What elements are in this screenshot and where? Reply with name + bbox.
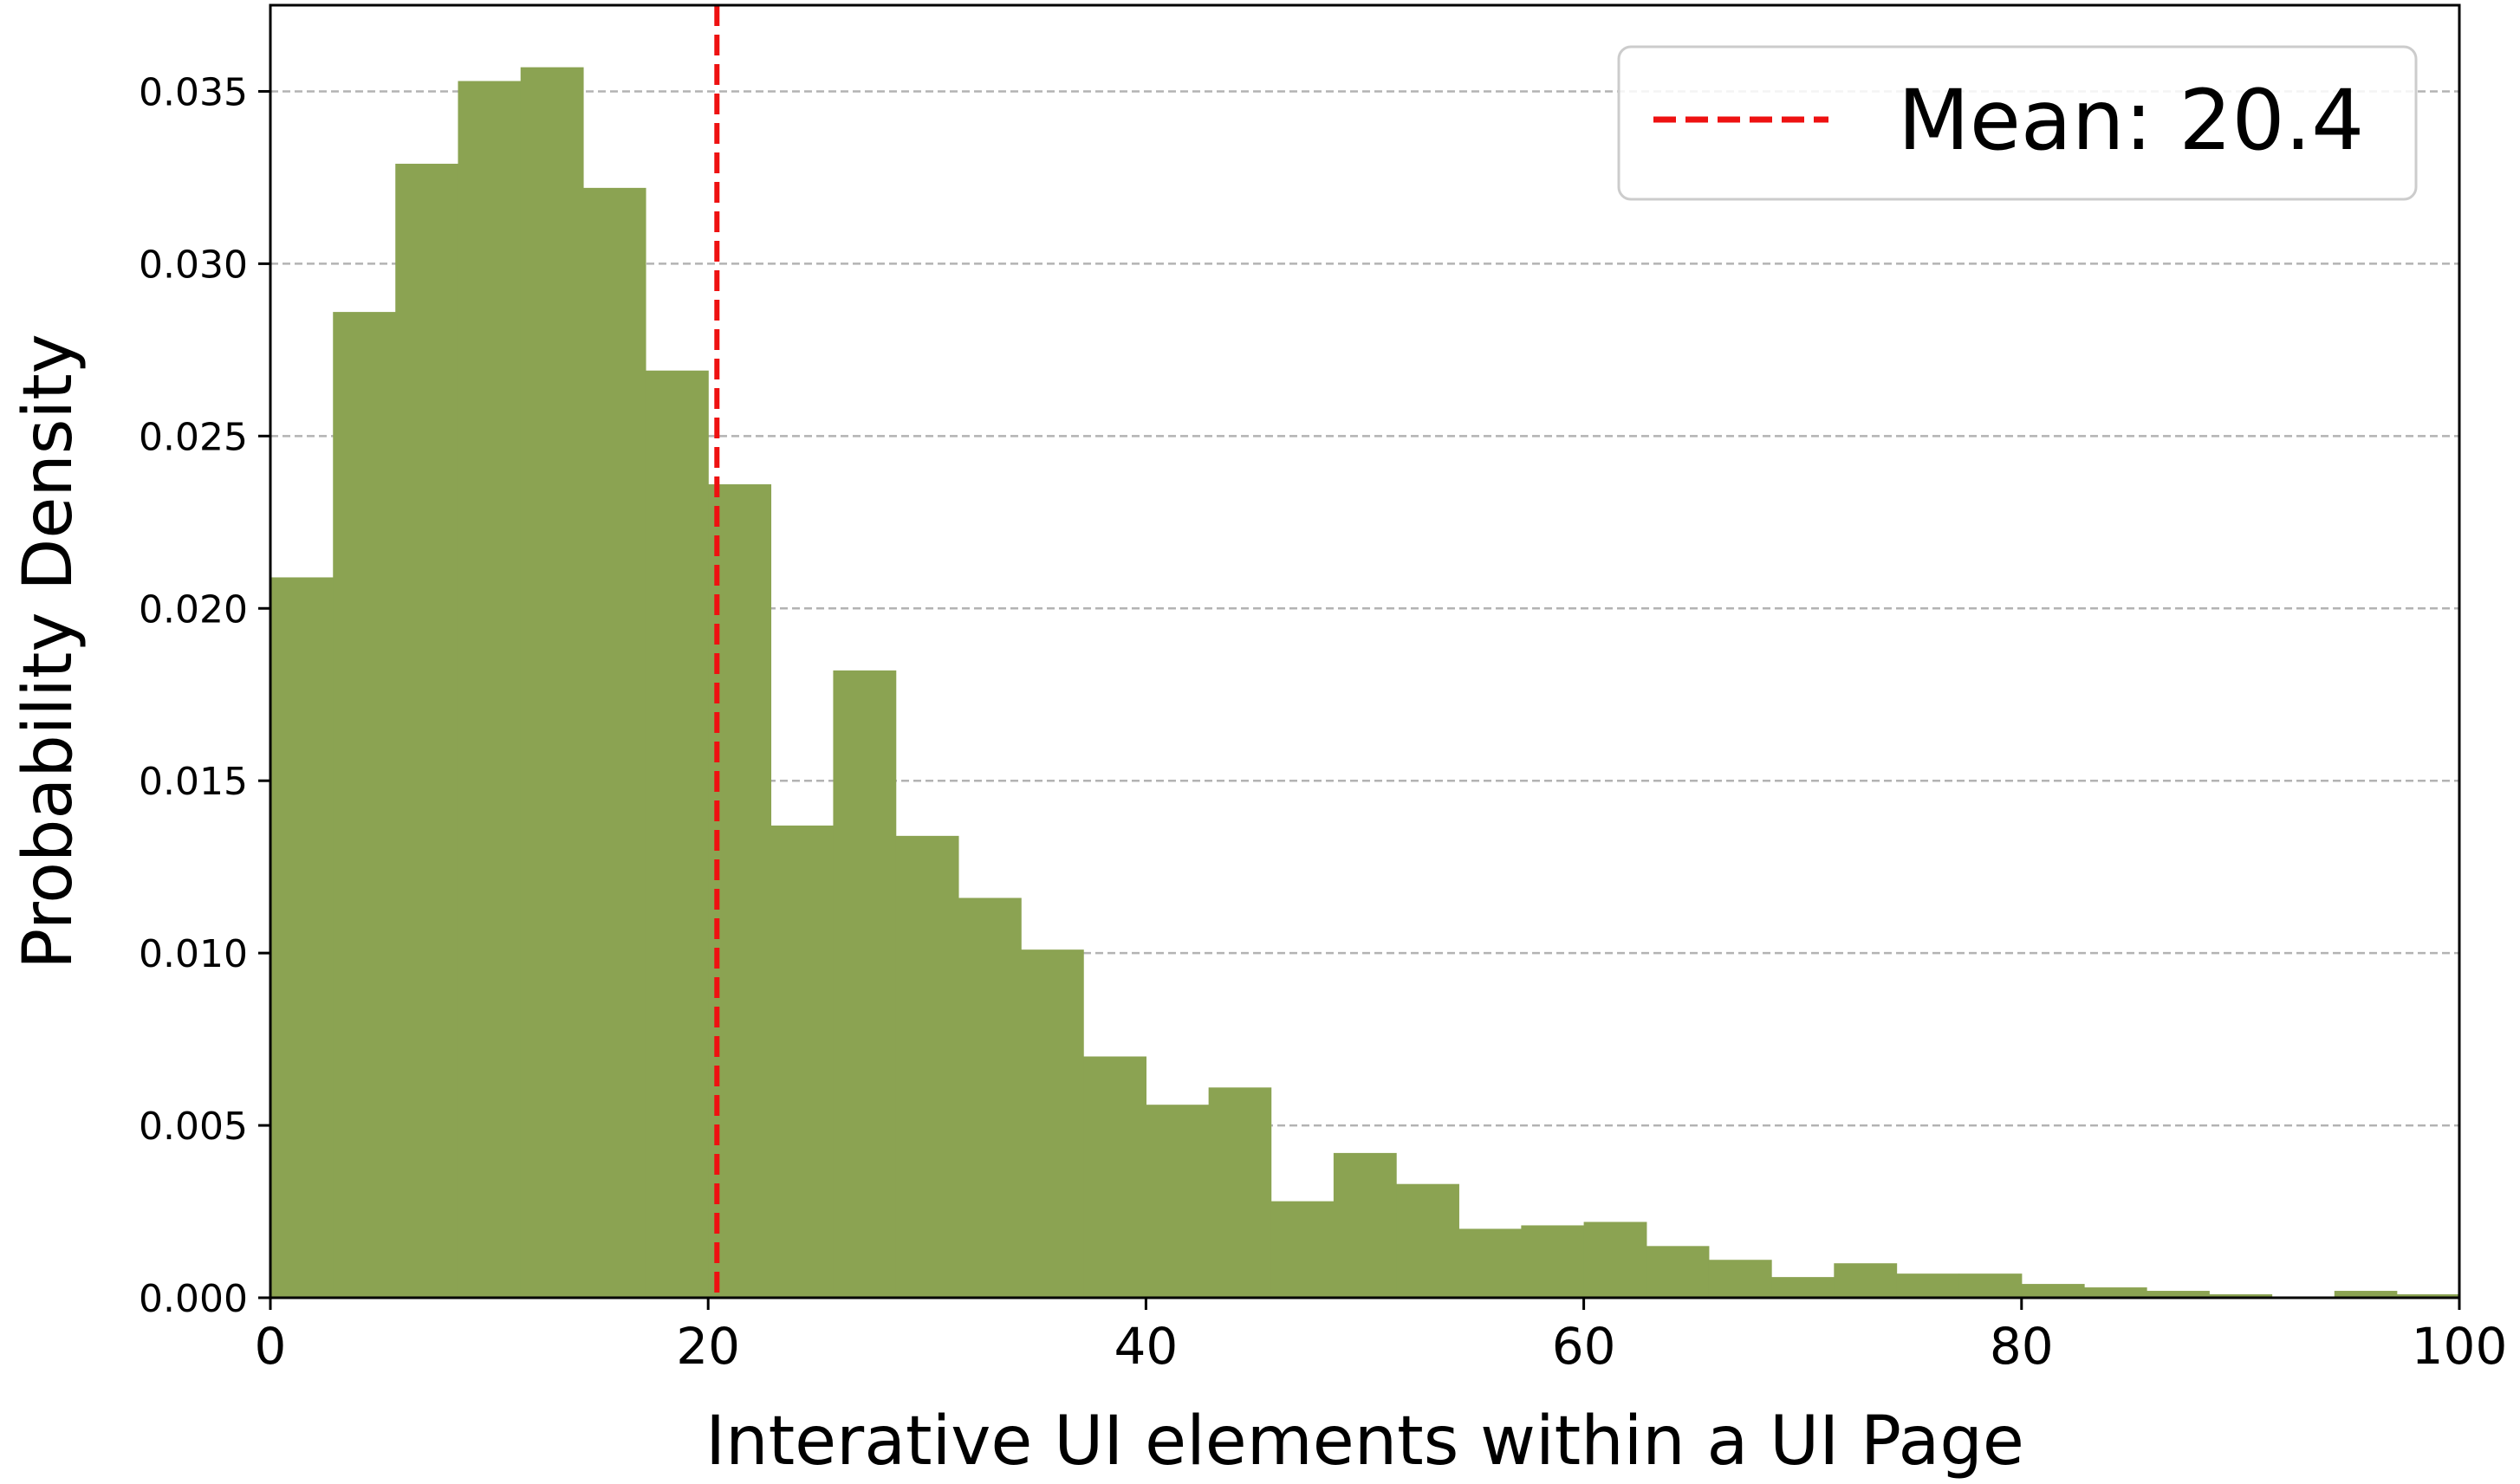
y-tick-label-6: 0.030: [139, 243, 248, 287]
x-tick-label-2: 40: [1114, 1317, 1178, 1376]
histogram-bar-30: [2147, 1291, 2210, 1298]
histogram-bar-25: [1834, 1263, 1898, 1298]
histogram-bar-17: [1333, 1152, 1397, 1298]
x-tick-label-4: 80: [1990, 1317, 2054, 1376]
y-tick-label-1: 0.005: [139, 1105, 248, 1149]
histogram-bar-11: [958, 898, 1022, 1298]
y-axis-ticks: 0.000 0.005 0.010 0.015 0.020 0.025 0.030 0.035: [139, 70, 270, 1321]
histogram-bar-14: [1146, 1105, 1210, 1298]
histogram-bar-34: [2396, 1294, 2460, 1298]
histogram-bar-33: [2334, 1291, 2398, 1298]
histogram-bar-26: [1896, 1273, 1960, 1298]
x-axis-ticks: 0 20 40 60 80 100: [255, 1298, 2508, 1376]
histogram-bar-1: [333, 312, 396, 1298]
histogram-bar-12: [1021, 949, 1084, 1298]
histogram-bar-19: [1458, 1228, 1522, 1298]
x-tick-label-1: 20: [676, 1317, 740, 1376]
histogram-bar-2: [395, 164, 459, 1298]
y-axis-label: Probability Density: [10, 334, 88, 969]
y-tick-label-5: 0.025: [139, 415, 248, 459]
legend-label-mean: Mean: 20.4: [1898, 72, 2364, 169]
y-tick-label-7: 0.035: [139, 70, 248, 114]
histogram-bar-8: [770, 825, 835, 1298]
histogram-bar-29: [2084, 1287, 2147, 1298]
histogram-bar-3: [458, 81, 522, 1299]
histogram-bar-28: [2021, 1284, 2085, 1298]
plot-frame: [269, 3, 2461, 1299]
histogram-bar-20: [1521, 1225, 1585, 1298]
histogram-bar-27: [1958, 1273, 2023, 1298]
y-tick-label-0: 0.000: [139, 1277, 248, 1321]
histogram-bar-21: [1583, 1222, 1647, 1298]
histogram-bar-24: [1771, 1277, 1835, 1298]
histogram-bar-22: [1646, 1246, 1710, 1298]
y-tick-label-4: 0.020: [139, 587, 248, 632]
x-axis-label: Interative UI elements within a UI Page: [705, 1403, 2024, 1481]
histogram-bars: [270, 67, 2460, 1299]
legend-box: [1617, 45, 2418, 201]
histogram-bar-6: [645, 370, 709, 1299]
histogram-bar-31: [2209, 1294, 2273, 1298]
y-tick-label-2: 0.010: [139, 932, 248, 976]
histogram-bar-9: [833, 670, 897, 1298]
histogram-bar-15: [1208, 1087, 1272, 1298]
histogram-bar-23: [1708, 1260, 1772, 1298]
histogram-bar-13: [1083, 1056, 1146, 1298]
histogram-bar-4: [520, 67, 584, 1299]
histogram-bar-0: [270, 577, 334, 1298]
histogram-bar-5: [582, 187, 646, 1298]
x-tick-label-5: 100: [2412, 1317, 2508, 1376]
histogram-bar-18: [1396, 1183, 1459, 1298]
x-tick-label-0: 0: [255, 1317, 287, 1376]
histogram-bar-10: [895, 835, 959, 1298]
y-tick-label-3: 0.015: [139, 760, 248, 804]
legend: Mean: 20.4: [1617, 45, 2418, 201]
histogram-bar-16: [1270, 1201, 1335, 1298]
x-tick-label-3: 60: [1552, 1317, 1616, 1376]
